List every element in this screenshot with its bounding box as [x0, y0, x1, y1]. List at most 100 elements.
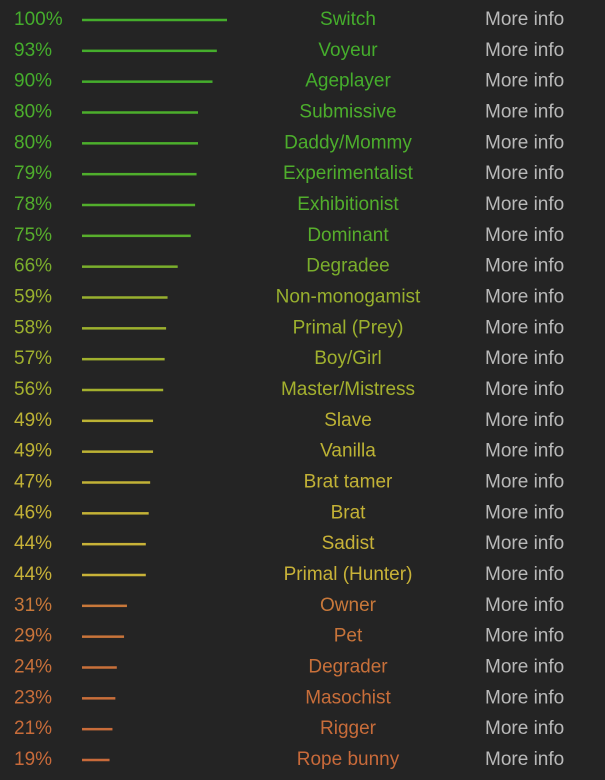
percent-label: 46%	[14, 502, 52, 523]
percent-bar	[82, 234, 191, 238]
percent-bar	[82, 758, 110, 762]
more-info-link[interactable]: More info	[485, 502, 564, 523]
percent-label: 47%	[14, 472, 52, 493]
percent-label: 31%	[14, 595, 52, 616]
percent-label: 59%	[14, 287, 52, 308]
percent-label: 66%	[14, 256, 52, 277]
more-info-link[interactable]: More info	[485, 410, 564, 431]
percent-bar	[82, 357, 165, 361]
percent-bar	[82, 111, 198, 114]
kink-name: Brat tamer	[304, 472, 393, 493]
percent-label: 80%	[14, 132, 52, 153]
kink-name: Slave	[324, 410, 372, 431]
percent-label: 23%	[14, 687, 52, 708]
more-info-link[interactable]: More info	[485, 348, 564, 369]
percent-label: 93%	[14, 40, 52, 61]
percent-bar	[82, 419, 154, 423]
percent-label: 21%	[14, 718, 52, 739]
percent-bar	[82, 172, 197, 176]
percent-bar	[82, 203, 196, 207]
percent-label: 100%	[14, 9, 63, 30]
kink-name: Degradee	[306, 256, 389, 277]
percent-bar	[82, 542, 146, 546]
more-info-link[interactable]: More info	[485, 287, 564, 308]
more-info-link[interactable]: More info	[485, 256, 564, 277]
more-info-link[interactable]: More info	[485, 194, 564, 215]
kink-name: Submissive	[299, 102, 396, 123]
percent-bar	[82, 265, 178, 268]
percent-label: 79%	[14, 163, 52, 184]
percent-label: 75%	[14, 225, 52, 246]
percent-bar	[82, 604, 127, 608]
kink-name: Vanilla	[320, 441, 376, 462]
percent-label: 78%	[14, 194, 52, 215]
more-info-link[interactable]: More info	[485, 533, 564, 554]
kink-name: Dominant	[307, 225, 389, 246]
kink-name: Rope bunny	[297, 749, 400, 770]
more-info-link[interactable]: More info	[485, 40, 564, 61]
kink-name: Master/Mistress	[281, 379, 415, 400]
percent-label: 49%	[14, 441, 52, 462]
kink-name: Owner	[320, 595, 377, 616]
percent-bar	[82, 80, 213, 83]
more-info-link[interactable]: More info	[485, 225, 564, 246]
percent-bar	[82, 142, 198, 145]
percent-label: 58%	[14, 317, 52, 338]
more-info-link[interactable]: More info	[485, 71, 564, 92]
percent-label: 80%	[14, 102, 52, 123]
percent-label: 57%	[14, 348, 52, 369]
percent-bar	[82, 697, 116, 700]
more-info-link[interactable]: More info	[485, 718, 564, 739]
percent-label: 49%	[14, 410, 52, 431]
percent-bar	[82, 49, 217, 53]
more-info-link[interactable]: More info	[485, 749, 564, 770]
kink-name: Non-monogamist	[276, 287, 421, 308]
percent-label: 29%	[14, 626, 52, 647]
percent-label: 24%	[14, 657, 52, 678]
kink-name: Switch	[320, 9, 376, 30]
percent-bar	[82, 18, 227, 22]
more-info-link[interactable]: More info	[485, 102, 564, 123]
more-info-link[interactable]: More info	[485, 472, 564, 493]
more-info-link[interactable]: More info	[485, 317, 564, 338]
more-info-link[interactable]: More info	[485, 595, 564, 616]
kink-name: Ageplayer	[305, 71, 391, 92]
percent-label: 90%	[14, 71, 52, 92]
kink-name: Experimentalist	[283, 163, 414, 184]
kink-name: Primal (Prey)	[293, 317, 404, 338]
kink-name: Exhibitionist	[297, 194, 399, 215]
percent-bar	[82, 512, 149, 515]
percent-bar	[82, 573, 146, 577]
more-info-link[interactable]: More info	[485, 163, 564, 184]
percent-label: 44%	[14, 533, 52, 554]
more-info-link[interactable]: More info	[485, 9, 564, 30]
kink-name: Masochist	[305, 687, 391, 708]
kink-name: Brat	[331, 502, 367, 523]
more-info-link[interactable]: More info	[485, 564, 564, 585]
kink-name: Rigger	[320, 718, 377, 739]
percent-bar	[82, 296, 168, 299]
kink-name: Daddy/Mommy	[284, 132, 412, 153]
kink-name: Sadist	[322, 533, 376, 554]
kink-name: Boy/Girl	[314, 348, 382, 369]
percent-bar	[82, 388, 164, 392]
kink-name: Pet	[334, 626, 363, 647]
more-info-link[interactable]: More info	[485, 441, 564, 462]
percent-label: 44%	[14, 564, 52, 585]
kink-name: Primal (Hunter)	[284, 564, 413, 585]
percent-bar	[82, 481, 151, 484]
kink-name: Voyeur	[318, 40, 378, 61]
more-info-link[interactable]: More info	[485, 657, 564, 678]
percent-bar	[82, 666, 117, 669]
more-info-link[interactable]: More info	[485, 379, 564, 400]
kink-name: Degrader	[308, 657, 388, 678]
percent-bar	[82, 635, 125, 638]
more-info-link[interactable]: More info	[485, 687, 564, 708]
more-info-link[interactable]: More info	[485, 132, 564, 153]
percent-bar	[82, 450, 154, 453]
percent-label: 56%	[14, 379, 52, 400]
more-info-link[interactable]: More info	[485, 626, 564, 647]
percent-label: 19%	[14, 749, 52, 770]
